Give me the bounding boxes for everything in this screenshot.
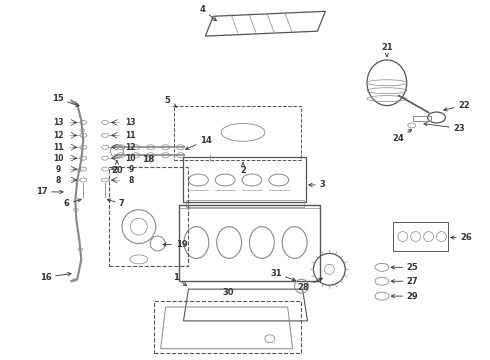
Text: 27: 27 [391, 277, 418, 286]
Bar [154, 301, 300, 353]
Bar [173, 105, 300, 160]
Bar [178, 205, 320, 281]
Text: 4: 4 [199, 5, 217, 21]
Text: 9: 9 [56, 165, 61, 174]
Text: 20: 20 [111, 161, 123, 175]
Text: 1: 1 [172, 273, 187, 286]
Text: 14: 14 [186, 136, 212, 149]
Text: 24: 24 [392, 130, 412, 143]
Text: 3: 3 [309, 180, 325, 189]
Text: 2: 2 [240, 163, 246, 175]
Bar [183, 157, 306, 202]
Text: 11: 11 [53, 143, 64, 152]
Text: 30: 30 [222, 288, 234, 297]
Text: 8: 8 [56, 176, 61, 185]
Text: 6: 6 [64, 199, 81, 208]
Bar [393, 222, 448, 251]
Text: 10: 10 [53, 154, 64, 163]
Text: 21: 21 [381, 42, 393, 57]
Text: 10: 10 [125, 154, 136, 163]
Text: 23: 23 [424, 122, 465, 133]
Text: 7: 7 [107, 199, 125, 208]
Text: 19: 19 [163, 240, 187, 249]
Text: 22: 22 [444, 101, 470, 111]
Text: 12: 12 [125, 143, 136, 152]
Text: 11: 11 [125, 131, 136, 140]
Text: 12: 12 [53, 131, 64, 140]
Text: 15: 15 [51, 94, 79, 106]
Text: 28: 28 [298, 278, 322, 292]
Text: 13: 13 [53, 118, 64, 127]
Text: 17: 17 [36, 188, 63, 197]
Bar [187, 200, 303, 207]
Text: 13: 13 [125, 118, 136, 127]
Text: 25: 25 [391, 263, 418, 272]
Text: 5: 5 [165, 96, 176, 107]
Text: 26: 26 [451, 233, 472, 242]
Text: 31: 31 [270, 269, 295, 281]
Text: 16: 16 [40, 273, 71, 282]
Text: 8: 8 [128, 176, 134, 185]
Text: 18: 18 [143, 155, 155, 164]
Text: 29: 29 [391, 292, 418, 301]
Text: 9: 9 [128, 165, 133, 174]
Bar [109, 167, 189, 266]
Bar [413, 116, 431, 121]
